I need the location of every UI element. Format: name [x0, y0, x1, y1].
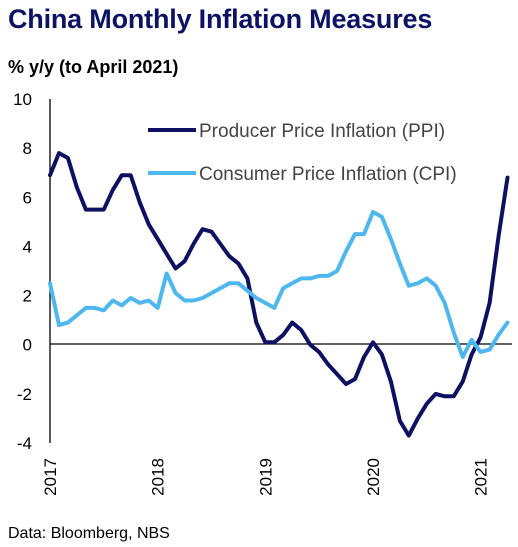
y-tick-label: 0: [23, 336, 32, 355]
x-tick-label: 2017: [41, 458, 60, 496]
x-tick-label: 2019: [256, 458, 275, 496]
y-tick-label: 4: [23, 237, 32, 256]
y-tick-label: 10: [13, 90, 32, 109]
y-tick-label: 6: [23, 188, 32, 207]
legend-label-ppi: Producer Price Inflation (PPI): [199, 121, 445, 142]
series-line-cpi: [48, 210, 510, 359]
x-tick-label: 2021: [472, 458, 491, 496]
source-note: Data: Bloomberg, NBS: [8, 525, 170, 542]
chart-title: China Monthly Inflation Measures: [8, 4, 433, 34]
x-tick-labels: 2017 2018 2019 2020 2021: [41, 458, 491, 496]
legend: Producer Price Inflation (PPI) Consumer …: [148, 121, 457, 185]
y-tick-label: 8: [23, 139, 32, 158]
y-tick-label: -4: [17, 434, 32, 453]
series-line-ppi: [48, 151, 510, 438]
legend-label-cpi: Consumer Price Inflation (CPI): [199, 164, 457, 185]
y-tick-labels: 10 8 6 4 2 0 -2 -4: [13, 90, 32, 453]
y-tick-label: -2: [17, 385, 32, 404]
x-tick-label: 2020: [364, 458, 383, 496]
chart-subtitle: % y/y (to April 2021): [8, 57, 179, 77]
y-tick-label: 2: [23, 287, 32, 306]
series-lines: [48, 151, 510, 438]
x-tick-label: 2018: [149, 458, 168, 496]
